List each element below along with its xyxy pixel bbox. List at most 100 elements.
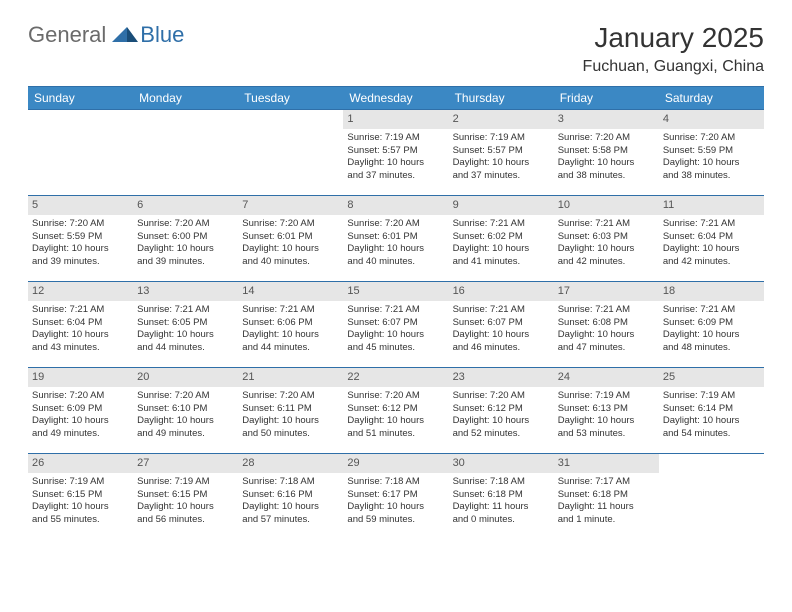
day-number: 30 [449,454,554,473]
cell-line: Sunset: 6:02 PM [453,231,550,244]
cell-line: Sunset: 6:07 PM [347,317,444,330]
cell-line: Daylight: 10 hours [32,501,129,514]
calendar-cell: 18Sunrise: 7:21 AMSunset: 6:09 PMDayligh… [659,282,764,368]
cell-line: Daylight: 10 hours [32,329,129,342]
cell-line: and 44 minutes. [242,342,339,355]
cell-line: Sunrise: 7:21 AM [347,304,444,317]
weekday-header: Saturday [659,87,764,110]
calendar-cell: 5Sunrise: 7:20 AMSunset: 5:59 PMDaylight… [28,196,133,282]
cell-line: Daylight: 10 hours [347,157,444,170]
month-title: January 2025 [583,22,764,54]
cell-line: Daylight: 10 hours [663,157,760,170]
calendar-cell: 13Sunrise: 7:21 AMSunset: 6:05 PMDayligh… [133,282,238,368]
cell-line: Sunset: 5:59 PM [663,145,760,158]
cell-line: Daylight: 10 hours [32,415,129,428]
calendar-week-row: 5Sunrise: 7:20 AMSunset: 5:59 PMDaylight… [28,196,764,282]
cell-line: Sunrise: 7:17 AM [558,476,655,489]
cell-line: and 48 minutes. [663,342,760,355]
cell-line: Sunrise: 7:21 AM [558,304,655,317]
logo: General Blue [28,22,184,48]
calendar-cell: 3Sunrise: 7:20 AMSunset: 5:58 PMDaylight… [554,110,659,196]
cell-line: Daylight: 10 hours [663,243,760,256]
cell-line: Sunrise: 7:20 AM [32,390,129,403]
cell-line: Sunset: 6:18 PM [453,489,550,502]
weekday-header: Sunday [28,87,133,110]
logo-text-general: General [28,22,106,48]
cell-line: and 57 minutes. [242,514,339,527]
cell-line: Sunrise: 7:19 AM [663,390,760,403]
cell-line: Sunset: 6:13 PM [558,403,655,416]
cell-line: Daylight: 10 hours [558,329,655,342]
cell-line: Daylight: 10 hours [137,501,234,514]
cell-line: Daylight: 10 hours [453,329,550,342]
day-number: 22 [343,368,448,387]
day-number: 4 [659,110,764,129]
calendar-cell: 7Sunrise: 7:20 AMSunset: 6:01 PMDaylight… [238,196,343,282]
calendar-cell: 26Sunrise: 7:19 AMSunset: 6:15 PMDayligh… [28,454,133,540]
cell-line: and 51 minutes. [347,428,444,441]
cell-line: Sunset: 6:12 PM [347,403,444,416]
day-number: 21 [238,368,343,387]
calendar-cell: 9Sunrise: 7:21 AMSunset: 6:02 PMDaylight… [449,196,554,282]
cell-line: Sunset: 6:01 PM [242,231,339,244]
cell-line: Daylight: 10 hours [137,329,234,342]
cell-line: Sunrise: 7:21 AM [558,218,655,231]
day-number: 27 [133,454,238,473]
day-number: 19 [28,368,133,387]
day-number: 29 [343,454,448,473]
calendar-cell: 14Sunrise: 7:21 AMSunset: 6:06 PMDayligh… [238,282,343,368]
cell-line: Daylight: 10 hours [137,243,234,256]
cell-line: Daylight: 10 hours [558,157,655,170]
cell-line: Daylight: 10 hours [347,329,444,342]
cell-line: Sunrise: 7:19 AM [558,390,655,403]
calendar-cell: 2Sunrise: 7:19 AMSunset: 5:57 PMDaylight… [449,110,554,196]
calendar-cell [28,110,133,196]
cell-line: Sunset: 5:57 PM [453,145,550,158]
cell-line: Sunrise: 7:19 AM [347,132,444,145]
cell-line: Sunset: 6:07 PM [453,317,550,330]
cell-line: Sunrise: 7:20 AM [453,390,550,403]
calendar-cell [238,110,343,196]
calendar-cell: 16Sunrise: 7:21 AMSunset: 6:07 PMDayligh… [449,282,554,368]
day-number: 18 [659,282,764,301]
cell-line: Sunrise: 7:20 AM [347,390,444,403]
cell-line: Sunrise: 7:21 AM [137,304,234,317]
cell-line: Sunset: 6:10 PM [137,403,234,416]
day-number: 7 [238,196,343,215]
day-number: 9 [449,196,554,215]
calendar-cell: 10Sunrise: 7:21 AMSunset: 6:03 PMDayligh… [554,196,659,282]
cell-line: and 39 minutes. [32,256,129,269]
cell-line: Sunset: 6:06 PM [242,317,339,330]
cell-line: Daylight: 10 hours [242,415,339,428]
cell-line: and 45 minutes. [347,342,444,355]
cell-line: and 0 minutes. [453,514,550,527]
calendar-cell: 28Sunrise: 7:18 AMSunset: 6:16 PMDayligh… [238,454,343,540]
cell-line: Daylight: 11 hours [558,501,655,514]
cell-line: Sunset: 6:03 PM [558,231,655,244]
header: General Blue January 2025 Fuchuan, Guang… [28,22,764,76]
cell-line: Sunset: 5:59 PM [32,231,129,244]
cell-line: Sunset: 6:17 PM [347,489,444,502]
cell-line: Sunrise: 7:20 AM [32,218,129,231]
cell-line: and 54 minutes. [663,428,760,441]
cell-line: Daylight: 10 hours [32,243,129,256]
day-number: 28 [238,454,343,473]
calendar-week-row: 19Sunrise: 7:20 AMSunset: 6:09 PMDayligh… [28,368,764,454]
calendar-table: Sunday Monday Tuesday Wednesday Thursday… [28,86,764,540]
cell-line: Sunset: 6:09 PM [32,403,129,416]
cell-line: Sunrise: 7:19 AM [137,476,234,489]
cell-line: Sunset: 6:18 PM [558,489,655,502]
cell-line: Daylight: 10 hours [347,415,444,428]
cell-line: Sunset: 6:09 PM [663,317,760,330]
cell-line: Daylight: 10 hours [558,415,655,428]
day-number: 25 [659,368,764,387]
cell-line: and 40 minutes. [347,256,444,269]
weekday-header: Friday [554,87,659,110]
cell-line: Daylight: 10 hours [137,415,234,428]
cell-line: Sunrise: 7:21 AM [663,304,760,317]
day-number: 24 [554,368,659,387]
cell-line: Sunrise: 7:19 AM [453,132,550,145]
cell-line: and 49 minutes. [137,428,234,441]
cell-line: and 46 minutes. [453,342,550,355]
calendar-cell: 12Sunrise: 7:21 AMSunset: 6:04 PMDayligh… [28,282,133,368]
